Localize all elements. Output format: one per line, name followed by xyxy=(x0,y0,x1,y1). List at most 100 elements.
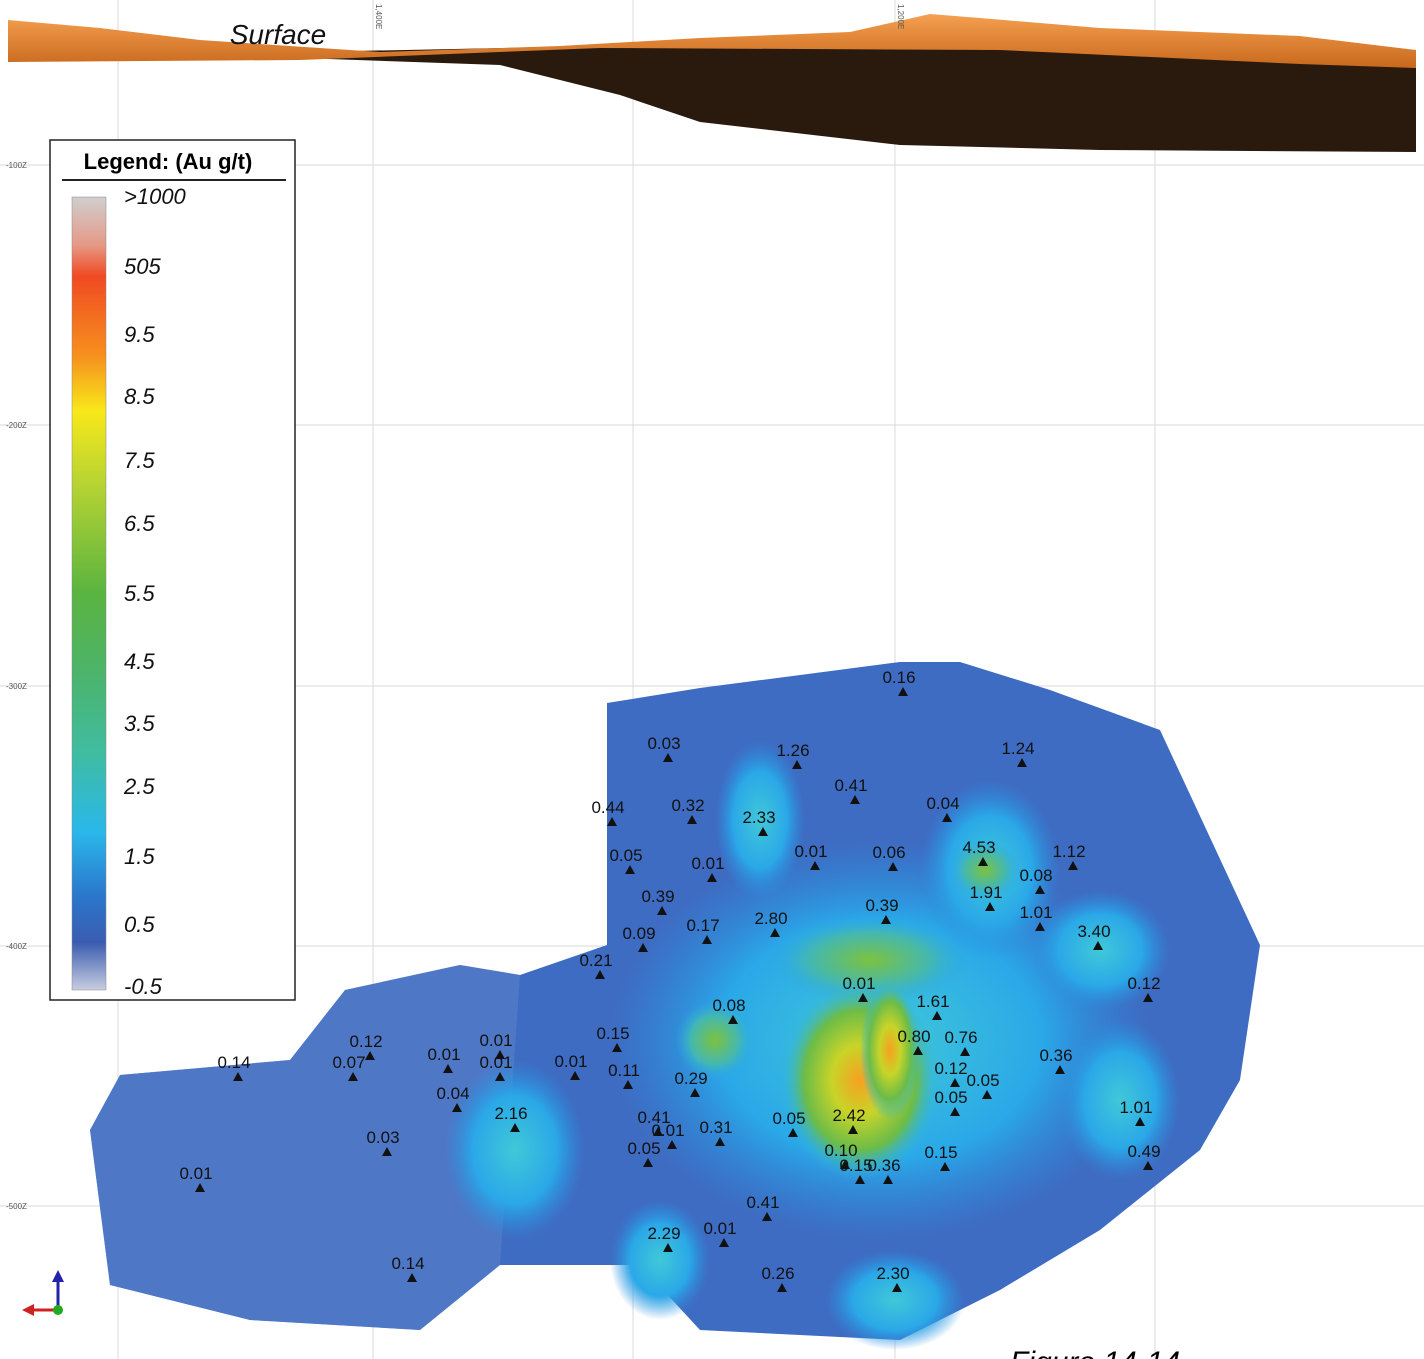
sample-label: 0.36 xyxy=(867,1156,900,1175)
sample-label: 0.03 xyxy=(647,734,680,753)
sample-marker xyxy=(657,906,667,915)
sample-label: 2.30 xyxy=(876,1264,909,1283)
sample-label: 1.01 xyxy=(1019,903,1052,922)
legend-title: Legend: (Au g/t) xyxy=(84,149,253,174)
z-label: -300Z xyxy=(6,682,27,691)
sample-label: 0.08 xyxy=(1019,866,1052,885)
sample-marker xyxy=(443,1064,453,1073)
sample-label: 0.41 xyxy=(637,1108,670,1127)
sample-label: 0.03 xyxy=(366,1128,399,1147)
sample-marker xyxy=(913,1046,923,1055)
sample-marker xyxy=(985,902,995,911)
e-label: 1,200E xyxy=(896,4,905,29)
sample-label: 0.32 xyxy=(671,796,704,815)
sample-marker xyxy=(625,865,635,874)
sample-label: 0.76 xyxy=(944,1028,977,1047)
sample-marker xyxy=(702,935,712,944)
sample-marker xyxy=(892,1283,902,1292)
sample-marker xyxy=(1035,922,1045,931)
sample-marker xyxy=(758,827,768,836)
sample-marker xyxy=(1055,1065,1065,1074)
sample-label: 0.04 xyxy=(926,794,959,813)
legend-label: >1000 xyxy=(124,184,187,209)
sample-marker xyxy=(707,873,717,882)
sample-marker xyxy=(1035,885,1045,894)
legend-label: 505 xyxy=(124,254,161,279)
legend-label: 5.5 xyxy=(124,581,155,606)
legend-label: 3.5 xyxy=(124,711,155,736)
sample-label: 0.17 xyxy=(686,916,719,935)
sample-marker xyxy=(510,1123,520,1132)
z-label: -500Z xyxy=(6,1202,27,1211)
sample-label: 0.08 xyxy=(712,996,745,1015)
sample-marker xyxy=(950,1078,960,1087)
sample-label: 0.14 xyxy=(217,1053,250,1072)
sample-marker xyxy=(940,1162,950,1171)
bedrock xyxy=(8,46,1416,152)
sample-label: 0.36 xyxy=(1039,1046,1072,1065)
sample-marker xyxy=(881,915,891,924)
legend-label: 4.5 xyxy=(124,649,155,674)
sample-marker xyxy=(978,857,988,866)
sample-label: 0.49 xyxy=(1127,1142,1160,1161)
legend-label: 2.5 xyxy=(123,774,155,799)
sample-label: 0.01 xyxy=(479,1031,512,1050)
sample-marker xyxy=(407,1273,417,1282)
sample-label: 2.33 xyxy=(742,808,775,827)
legend: Legend: (Au g/t) xyxy=(49,139,296,1001)
sample-marker xyxy=(1143,993,1153,1002)
legend-label: 7.5 xyxy=(124,448,155,473)
sample-label: 1.26 xyxy=(776,741,809,760)
sample-label: 0.39 xyxy=(865,896,898,915)
sample-marker xyxy=(643,1158,653,1167)
sample-label: 0.41 xyxy=(746,1193,779,1212)
sample-label: 0.01 xyxy=(651,1121,684,1140)
legend-label: -0.5 xyxy=(124,974,163,999)
sample-marker xyxy=(950,1107,960,1116)
sample-label: 0.09 xyxy=(622,924,655,943)
sample-marker xyxy=(653,1127,663,1136)
sample-marker xyxy=(810,861,820,870)
sample-marker xyxy=(1017,758,1027,767)
sample-label: 2.16 xyxy=(494,1104,527,1123)
sample-label: 0.16 xyxy=(882,668,915,687)
sample-marker xyxy=(195,1183,205,1192)
sample-marker xyxy=(788,1128,798,1137)
sample-marker xyxy=(858,993,868,1002)
z-label: -200Z xyxy=(6,421,27,430)
surface-label: Surface xyxy=(230,19,327,50)
sample-label: 0.11 xyxy=(608,1061,640,1080)
sample-label: 0.31 xyxy=(699,1118,732,1137)
sample-label: 0.05 xyxy=(772,1109,805,1128)
sample-marker xyxy=(777,1283,787,1292)
sample-marker xyxy=(855,1175,865,1184)
figure-caption: Figure 14-14 xyxy=(1010,1346,1180,1359)
sample-label: 0.01 xyxy=(179,1164,212,1183)
sample-marker xyxy=(1068,861,1078,870)
sample-label: 0.07 xyxy=(332,1053,365,1072)
sample-label: 0.01 xyxy=(794,842,827,861)
sample-label: 1.01 xyxy=(1119,1098,1152,1117)
sample-marker xyxy=(840,1160,850,1169)
sample-marker xyxy=(495,1050,505,1059)
sample-label: 0.15 xyxy=(924,1143,957,1162)
sample-label: 2.80 xyxy=(754,909,787,928)
sample-marker xyxy=(770,928,780,937)
sample-marker xyxy=(612,1043,622,1052)
sample-marker xyxy=(1093,941,1103,950)
sample-label: 0.01 xyxy=(703,1219,736,1238)
sample-marker xyxy=(663,1243,673,1252)
sample-marker xyxy=(570,1071,580,1080)
sample-label: 0.01 xyxy=(427,1045,460,1064)
z-label: -400Z xyxy=(6,942,27,951)
sample-label: 1.61 xyxy=(916,992,949,1011)
sample-label: 1.24 xyxy=(1001,739,1034,758)
sample-marker xyxy=(960,1047,970,1056)
sample-label: 0.12 xyxy=(349,1032,382,1051)
sample-label: 0.05 xyxy=(966,1071,999,1090)
sample-marker xyxy=(687,815,697,824)
sample-label: 0.01 xyxy=(691,854,724,873)
sample-marker xyxy=(667,1140,677,1149)
sample-marker xyxy=(638,943,648,952)
surface xyxy=(8,14,1416,68)
